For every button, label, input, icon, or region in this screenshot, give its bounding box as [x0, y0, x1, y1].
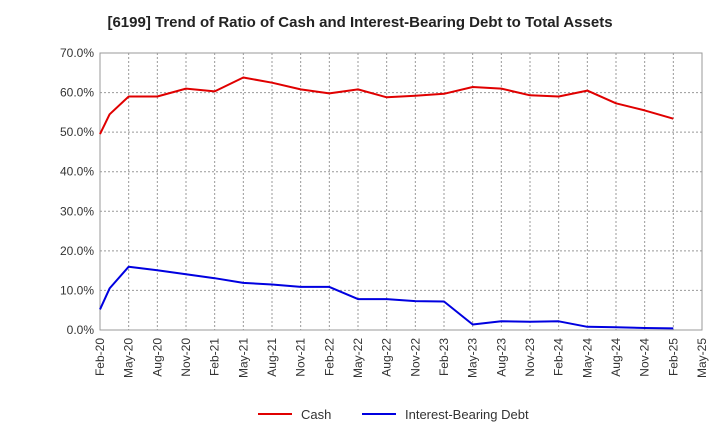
x-tick-label: Feb-22	[322, 338, 336, 376]
x-tick-label: Nov-21	[294, 338, 308, 377]
y-tick-label: 20.0%	[60, 244, 94, 258]
x-tick-label: Nov-22	[408, 338, 422, 377]
y-tick-label: 30.0%	[60, 204, 94, 218]
legend-label: Cash	[301, 407, 331, 422]
x-tick-label: Aug-24	[609, 338, 623, 377]
y-axis: 0.0% 10.0% 20.0% 30.0% 40.0% 50.0% 60.0% 70.0%	[60, 46, 94, 337]
y-tick-label: 50.0%	[60, 125, 94, 139]
x-tick-label: Nov-24	[638, 338, 652, 377]
series-line-interest-bearing-debt	[99, 265, 674, 330]
y-tick-label: 10.0%	[60, 283, 94, 297]
legend: Cash Interest-Bearing Debt	[258, 407, 529, 422]
x-tick-label: Aug-22	[380, 338, 394, 377]
y-tick-label: 40.0%	[60, 165, 94, 179]
x-tick-label: May-22	[351, 338, 365, 378]
x-tick-label: Aug-20	[150, 338, 164, 377]
plot-area	[99, 52, 703, 331]
x-tick-label: Feb-24	[552, 338, 566, 376]
y-tick-label: 70.0%	[60, 46, 94, 60]
x-tick-label: May-25	[695, 338, 709, 378]
x-tick-label: May-24	[580, 338, 594, 378]
x-tick-label: May-20	[122, 338, 136, 378]
y-tick-label: 0.0%	[67, 323, 95, 337]
y-tick-label: 60.0%	[60, 86, 94, 100]
grid-lines	[100, 53, 702, 330]
x-axis: Feb-20 May-20 Aug-20 Nov-20 Feb-21 May-21 Aug-…	[93, 338, 709, 378]
x-tick-label: Feb-23	[437, 338, 451, 376]
x-tick-label: May-23	[466, 338, 480, 378]
series-lines	[99, 76, 674, 330]
x-tick-label: May-21	[236, 338, 250, 378]
x-tick-label: Nov-23	[523, 338, 537, 377]
x-tick-label: Feb-20	[93, 338, 107, 376]
x-tick-label: Nov-20	[179, 338, 193, 377]
chart-title: [6199] Trend of Ratio of Cash and Intere…	[107, 14, 613, 31]
series-line-cash	[99, 76, 674, 135]
x-tick-label: Aug-21	[265, 338, 279, 377]
legend-label: Interest-Bearing Debt	[405, 407, 529, 422]
x-tick-label: Feb-21	[208, 338, 222, 376]
x-tick-label: Aug-23	[494, 338, 508, 377]
x-tick-label: Feb-25	[666, 338, 680, 376]
